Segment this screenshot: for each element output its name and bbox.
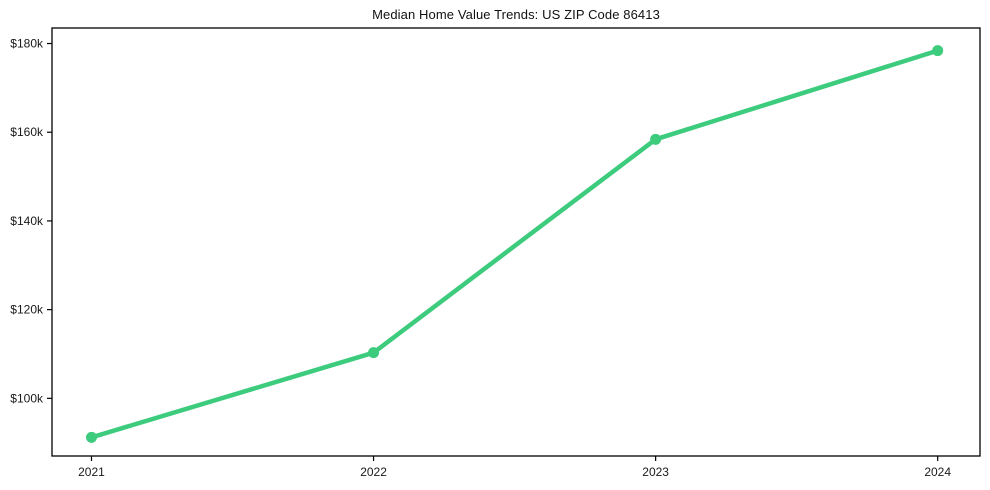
x-tick-label: 2021 xyxy=(78,465,105,479)
data-point-marker xyxy=(85,431,97,443)
x-tick-label: 2022 xyxy=(360,465,387,479)
y-tick-label: $140k xyxy=(10,214,44,228)
trend-line xyxy=(89,48,940,440)
y-tick-label: $100k xyxy=(10,391,44,405)
data-point-marker xyxy=(368,347,380,359)
chart-title: Median Home Value Trends: US ZIP Code 86… xyxy=(372,7,660,22)
y-tick-label: $180k xyxy=(10,37,44,51)
y-tick-label: $160k xyxy=(10,125,44,139)
y-tick-label: $120k xyxy=(10,303,44,317)
x-tick-label: 2023 xyxy=(642,465,669,479)
x-tick-label: 2024 xyxy=(924,465,951,479)
data-point-marker xyxy=(650,133,662,145)
data-point-marker xyxy=(932,45,944,57)
plot-border xyxy=(51,27,981,457)
